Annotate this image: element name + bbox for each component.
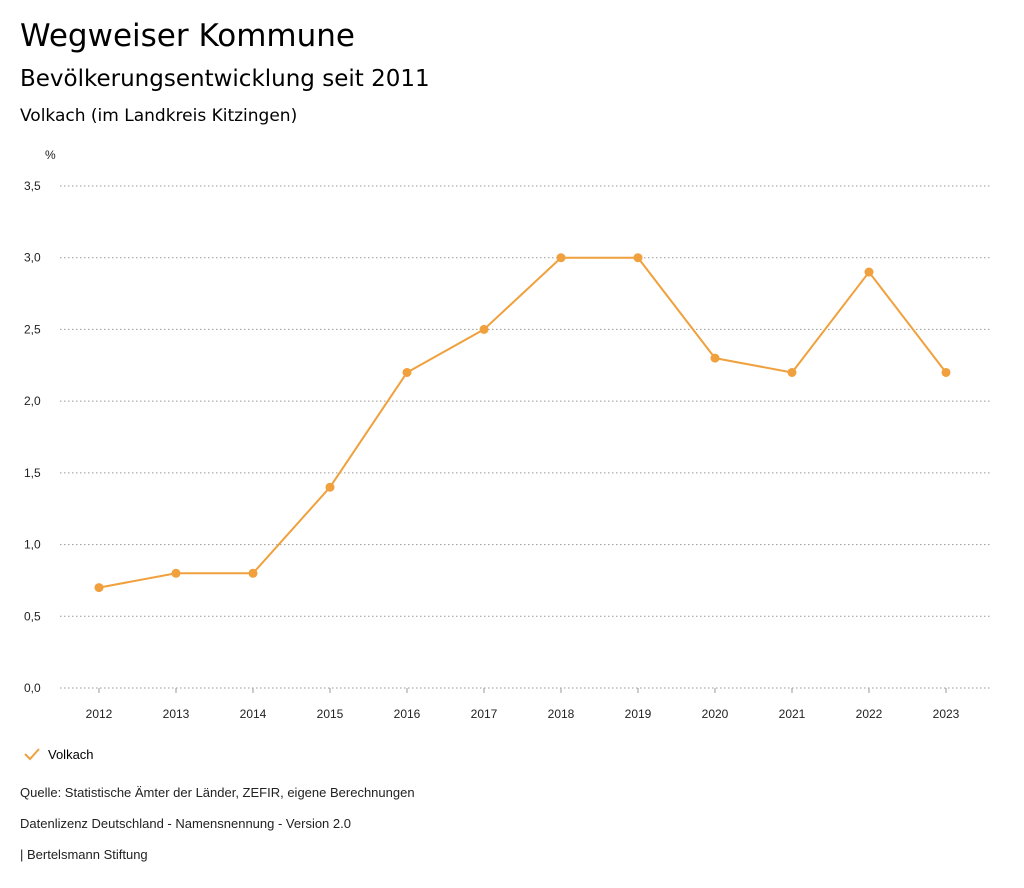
y-tick-label: 2,5 bbox=[24, 322, 41, 336]
data-point bbox=[864, 267, 874, 277]
data-point bbox=[941, 367, 951, 377]
region-label: Volkach (im Landkreis Kitzingen) bbox=[20, 106, 298, 126]
data-point bbox=[94, 583, 104, 593]
check-icon bbox=[24, 748, 40, 761]
x-tick-label: 2012 bbox=[86, 707, 113, 721]
data-point bbox=[710, 353, 720, 363]
x-tick-label: 2017 bbox=[471, 707, 498, 721]
grid-lines bbox=[60, 185, 991, 689]
data-point bbox=[556, 253, 566, 263]
legend-label: Volkach bbox=[48, 746, 94, 762]
data-point bbox=[325, 482, 335, 492]
x-tick-label: 2015 bbox=[317, 707, 344, 721]
data-point bbox=[402, 367, 412, 377]
x-tick-label: 2013 bbox=[163, 707, 190, 721]
data-point bbox=[479, 324, 489, 334]
y-axis-unit: % bbox=[45, 148, 56, 162]
y-tick-label: 1,5 bbox=[24, 466, 41, 480]
x-tick-label: 2023 bbox=[933, 707, 960, 721]
series-layer bbox=[94, 253, 951, 593]
data-point bbox=[248, 568, 258, 578]
y-tick-label: 1,0 bbox=[24, 538, 41, 552]
publisher-note: | Bertelsmann Stiftung bbox=[20, 847, 148, 862]
data-point bbox=[633, 253, 643, 263]
series-line-volkach bbox=[98, 256, 947, 589]
x-tick-label: 2020 bbox=[702, 707, 729, 721]
y-tick-label: 3,0 bbox=[24, 251, 41, 265]
y-tick-label: 0,5 bbox=[24, 609, 41, 623]
x-tick-label: 2018 bbox=[548, 707, 575, 721]
x-tick-label: 2016 bbox=[394, 707, 421, 721]
license-note: Datenlizenz Deutschland - Namensnennung … bbox=[20, 816, 351, 831]
x-tick-label: 2019 bbox=[625, 707, 652, 721]
y-tick-label: 3,5 bbox=[24, 179, 41, 193]
x-tick-label: 2014 bbox=[240, 707, 267, 721]
legend-item-volkach[interactable]: Volkach bbox=[22, 745, 94, 763]
y-tick-label: 0,0 bbox=[24, 681, 41, 695]
data-point bbox=[171, 568, 181, 578]
y-tick-label: 2,0 bbox=[24, 394, 41, 408]
x-tick-label: 2021 bbox=[779, 707, 806, 721]
data-point bbox=[787, 367, 797, 377]
page-title: Wegweiser Kommune bbox=[20, 18, 355, 54]
axis-ticks: 0,0 0,5 1,0 1,5 2,0 2,5 3,0 3,5 2012 2013 2014 2015… bbox=[24, 179, 960, 721]
chart-subtitle: Bevölkerungsentwicklung seit 2011 bbox=[20, 66, 430, 92]
x-tick-label: 2022 bbox=[856, 707, 883, 721]
source-note: Quelle: Statistische Ämter der Länder, Z… bbox=[20, 785, 415, 800]
